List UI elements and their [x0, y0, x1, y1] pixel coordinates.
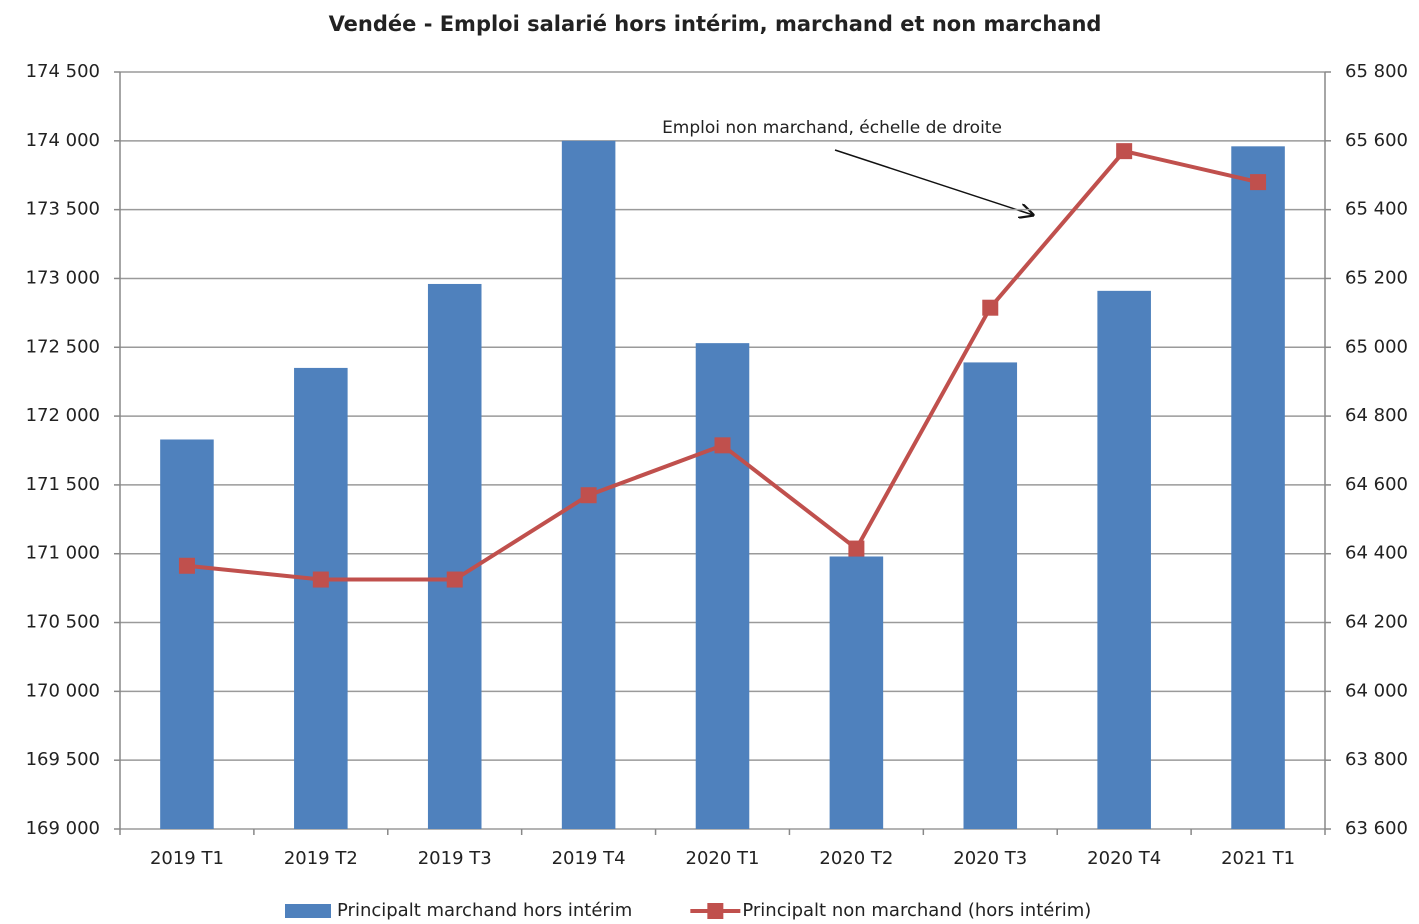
legend-swatch	[707, 903, 724, 919]
bar	[561, 140, 616, 829]
bar	[160, 439, 214, 829]
bar	[294, 367, 348, 829]
y2-tick-label: 65 400	[1345, 199, 1408, 220]
y-tick-label: 171 000	[26, 543, 100, 564]
y2-tick-label: 63 800	[1345, 749, 1408, 770]
y-tick-label: 172 000	[26, 405, 100, 426]
y2-tick-label: 64 000	[1345, 680, 1408, 701]
x-tick-label: 2020 T4	[1087, 848, 1161, 869]
marker	[446, 571, 463, 588]
marker	[1250, 174, 1267, 191]
chart-title: Vendée - Emploi salarié hors intérim, ma…	[329, 12, 1102, 36]
marker	[848, 540, 865, 557]
annotation: Emploi non marchand, échelle de droite	[662, 118, 1002, 138]
x-tick-label: 2019 T4	[552, 848, 626, 869]
y2-tick-label: 64 200	[1345, 612, 1408, 633]
x-tick-label: 2019 T3	[418, 848, 492, 869]
legend-label: Principalt non marchand (hors intérim)	[742, 900, 1091, 921]
x-tick-label: 2020 T1	[686, 848, 760, 869]
y-tick-label: 169 500	[26, 749, 100, 770]
x-tick-label: 2019 T1	[150, 848, 224, 869]
marker	[714, 437, 731, 454]
y-tick-label: 171 500	[26, 474, 100, 495]
marker	[580, 487, 597, 504]
y-tick-label: 170 000	[26, 680, 100, 701]
y2-tick-label: 64 400	[1345, 543, 1408, 564]
bar	[1231, 146, 1285, 830]
marker	[312, 571, 329, 588]
y-tick-label: 174 000	[26, 130, 100, 151]
bar	[963, 362, 1018, 829]
y-tick-label: 169 000	[26, 818, 100, 839]
x-tick-label: 2020 T2	[819, 848, 893, 869]
x-tick-label: 2020 T3	[953, 848, 1027, 869]
annotation-arrow	[834, 149, 1033, 215]
y2-tick-label: 65 200	[1345, 267, 1408, 288]
marker	[178, 557, 195, 574]
marker	[982, 299, 999, 316]
y-tick-label: 173 000	[26, 267, 100, 288]
bar	[427, 283, 482, 830]
bar	[829, 556, 884, 829]
y-tick-label: 170 500	[26, 612, 100, 633]
y2-tick-label: 64 800	[1345, 405, 1408, 426]
y-tick-label: 173 500	[26, 199, 100, 220]
y2-tick-label: 63 600	[1345, 818, 1408, 839]
x-tick-label: 2021 T1	[1221, 848, 1295, 869]
y2-tick-label: 65 600	[1345, 130, 1408, 151]
bar	[1097, 290, 1151, 830]
y2-tick-label: 64 600	[1345, 474, 1408, 495]
y-tick-label: 174 500	[26, 61, 100, 82]
bar	[695, 343, 750, 829]
legend-swatch	[285, 904, 331, 918]
y2-tick-label: 65 000	[1345, 336, 1408, 357]
y-tick-label: 172 500	[26, 336, 100, 357]
legend-label: Principalt marchand hors intérim	[337, 900, 632, 921]
marker	[1116, 143, 1133, 160]
y2-tick-label: 65 800	[1345, 61, 1408, 82]
x-tick-label: 2019 T2	[284, 848, 358, 869]
